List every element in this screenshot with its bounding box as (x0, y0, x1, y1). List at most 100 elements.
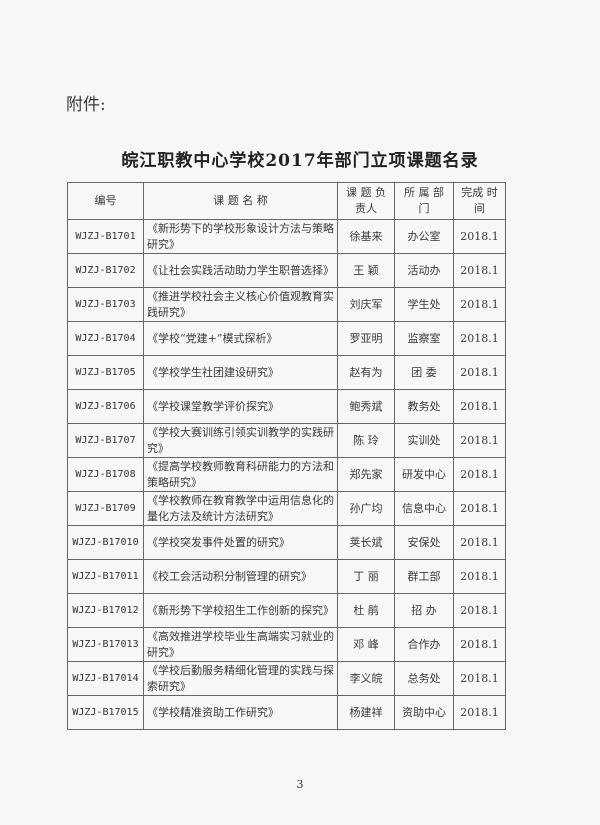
table-row: WJZJ-B1701 《新形势下的学校形象设计方法与策略研究》 徐基来 办公室 2018… (67, 219, 506, 254)
cell-dept: 群工部 (394, 559, 454, 594)
cell-dept: 活动办 (394, 253, 454, 288)
cell-dept: 教务处 (394, 389, 454, 424)
project-table: 编号 课 题 名 称 课 题 负责人 所 属 部 门 完成 时间 WJZJ-B1… (67, 182, 506, 730)
cell-topic: 《学校大赛训练引领实训教学的实践研究》 (143, 423, 338, 458)
cell-code: WJZJ-B17012 (67, 593, 144, 628)
cell-time: 2018.1 (453, 695, 506, 730)
cell-topic: 《新形势下学校招生工作创新的探究》 (143, 593, 338, 628)
table-row: WJZJ-B1703 《推进学校社会主义核心价值观教育实践研究》 刘庆军 学生处 201… (67, 287, 506, 322)
cell-time: 2018.1 (453, 253, 506, 288)
page-number: 3 (296, 778, 304, 791)
cell-code: WJZJ-B1703 (67, 287, 144, 322)
table-row: WJZJ-B1705 《学校学生社团建设研究》 赵有为团 委 2018.1 (67, 355, 506, 390)
cell-time: 2018.1 (453, 219, 506, 254)
cell-code: WJZJ-B1708 (67, 457, 144, 492)
cell-time: 2018.1 (453, 627, 506, 662)
cell-time: 2018.1 (453, 593, 506, 628)
table-row: WJZJ-B17010 《学校突发事件处置的研究》 荚长斌 安保处 2018.1 (67, 525, 506, 560)
cell-time: 2018.1 (453, 389, 506, 424)
cell-dept: 研发中心 (394, 457, 454, 492)
cell-leader: 孙广均 (337, 491, 395, 526)
cell-code: WJZJ-B17011 (67, 559, 144, 594)
cell-code: WJZJ-B1705 (67, 355, 144, 390)
cell-time: 2018.1 (453, 525, 506, 560)
cell-leader: 李义皖 (337, 661, 395, 696)
header-time: 完成 时间 (453, 182, 506, 220)
table-row: WJZJ-B1707 《学校大赛训练引领实训教学的实践研究》陈 玲实训处 2018.… (67, 423, 506, 458)
attachment-label: 附件: (66, 95, 106, 115)
cell-time: 2018.1 (453, 559, 506, 594)
cell-code: WJZJ-B1706 (67, 389, 144, 424)
cell-dept: 总务处 (394, 661, 454, 696)
header-leader: 课 题 负责人 (337, 182, 395, 220)
cell-code: WJZJ-B17015 (67, 695, 144, 730)
table-row: WJZJ-B1704 《学校“党建+”模式探析》 罗亚明 监察室 2018.1 (67, 321, 506, 356)
cell-leader: 荚长斌 (337, 525, 395, 560)
cell-topic: 《校工会活动积分制管理的研究》 (143, 559, 338, 594)
cell-code: WJZJ-B1709 (67, 491, 144, 526)
header-dept: 所 属 部 门 (394, 182, 454, 220)
cell-topic: 《提高学校教师教育科研能力的方法和策略研究》 (143, 457, 338, 492)
cell-topic: 《学校教师在教育教学中运用信息化的量化方法及统计方法研究》 (143, 491, 338, 526)
cell-leader: 刘庆军 (337, 287, 395, 322)
cell-dept: 实训处 (394, 423, 454, 458)
table-row: WJZJ-B1709 《学校教师在教育教学中运用信息化的量化方法及统计方法研究》孙… (67, 491, 506, 526)
cell-topic: 《学校精准资助工作研究》 (143, 695, 338, 730)
cell-code: WJZJ-B17010 (67, 525, 144, 560)
cell-dept: 学生处 (394, 287, 454, 322)
cell-time: 2018.1 (453, 321, 506, 356)
cell-leader: 丁 丽 (337, 559, 395, 594)
cell-code: WJZJ-B17013 (67, 627, 144, 662)
cell-topic: 《学校学生社团建设研究》 (143, 355, 338, 390)
cell-code: WJZJ-B1704 (67, 321, 144, 356)
table-row: WJZJ-B17011 《校工会活动积分制管理的研究》丁 丽群工部 2018.1 (67, 559, 506, 594)
cell-leader: 郑先家 (337, 457, 395, 492)
cell-leader: 邓 峰 (337, 627, 395, 662)
cell-topic: 《学校课堂教学评价探究》 (143, 389, 338, 424)
table-row: WJZJ-B17014 《学校后勤服务精细化管理的实践与探索研究》 李义皖 总务处 20… (67, 661, 506, 696)
cell-leader: 杨建祥 (337, 695, 395, 730)
cell-code: WJZJ-B1701 (67, 219, 144, 254)
cell-leader: 杜 鹃 (337, 593, 395, 628)
cell-leader: 王 颖 (337, 253, 395, 288)
cell-time: 2018.1 (453, 457, 506, 492)
table-row: WJZJ-B1708 《提高学校教师教育科研能力的方法和策略研究》 郑先家 研发中心 2… (67, 457, 506, 492)
table-row: WJZJ-B17015 《学校精准资助工作研究》 杨建祥 资助中心 2018.1 (67, 695, 506, 730)
cell-time: 2018.1 (453, 355, 506, 390)
cell-leader: 罗亚明 (337, 321, 395, 356)
cell-code: WJZJ-B17014 (67, 661, 144, 696)
cell-leader: 鲍秀斌 (337, 389, 395, 424)
cell-leader: 徐基来 (337, 219, 395, 254)
cell-leader: 赵有为 (337, 355, 395, 390)
cell-topic: 《学校后勤服务精细化管理的实践与探索研究》 (143, 661, 338, 696)
cell-time: 2018.1 (453, 491, 506, 526)
cell-code: WJZJ-B1707 (67, 423, 144, 458)
cell-dept: 办公室 (394, 219, 454, 254)
cell-time: 2018.1 (453, 423, 506, 458)
cell-topic: 《高效推进学校毕业生高端实习就业的研究》 (143, 627, 338, 662)
cell-topic: 《学校突发事件处置的研究》 (143, 525, 338, 560)
cell-dept: 安保处 (394, 525, 454, 560)
cell-time: 2018.1 (453, 661, 506, 696)
cell-dept: 监察室 (394, 321, 454, 356)
cell-topic: 《学校“党建+”模式探析》 (143, 321, 338, 356)
header-code: 编号 (67, 182, 144, 220)
cell-dept: 资助中心 (394, 695, 454, 730)
table-row: WJZJ-B17012 《新形势下学校招生工作创新的探究》杜 鹃招 办 2018.1 (67, 593, 506, 628)
table-row: WJZJ-B1706 《学校课堂教学评价探究》 鲍秀斌 教务处 2018.1 (67, 389, 506, 424)
cell-code: WJZJ-B1702 (67, 253, 144, 288)
document-title: 皖江职教中心学校2017年部门立项课题名录 (121, 151, 479, 171)
cell-topic: 《推进学校社会主义核心价值观教育实践研究》 (143, 287, 338, 322)
cell-topic: 《新形势下的学校形象设计方法与策略研究》 (143, 219, 338, 254)
cell-dept: 信息中心 (394, 491, 454, 526)
table-row: WJZJ-B1702 《让社会实践活动助力学生职普选择》王 颖活动办 2018.1 (67, 253, 506, 288)
cell-dept: 合作办 (394, 627, 454, 662)
header-topic: 课 题 名 称 (143, 182, 338, 220)
cell-dept: 团 委 (394, 355, 454, 390)
cell-time: 2018.1 (453, 287, 506, 322)
table-header-row: 编号 课 题 名 称 课 题 负责人 所 属 部 门 完成 时间 (67, 182, 506, 220)
cell-dept: 招 办 (394, 593, 454, 628)
cell-leader: 陈 玲 (337, 423, 395, 458)
table-row: WJZJ-B17013 《高效推进学校毕业生高端实习就业的研究》邓 峰合作办 201… (67, 627, 506, 662)
cell-topic: 《让社会实践活动助力学生职普选择》 (143, 253, 338, 288)
